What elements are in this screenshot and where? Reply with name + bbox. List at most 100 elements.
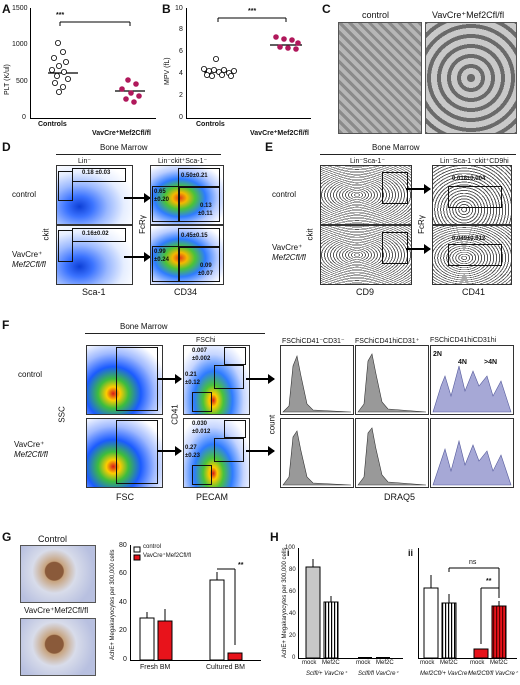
gate (178, 168, 220, 188)
panel-f-ctrl-ab: ±0.002 (192, 356, 211, 362)
panel-d-ctrl-gate-value: 0.18 ±0.03 (82, 170, 111, 176)
panel-d-ctrl-q1: 0.50±0.21 (181, 173, 208, 179)
arrow (246, 374, 275, 384)
panel-g-ytick: 60 (119, 570, 127, 577)
panel-f-col2: FSChi (196, 337, 216, 344)
panel-e-contour-vav-2 (432, 225, 512, 285)
panel-c-title-vav: VavCre⁺Mef2Cfl/fl (432, 10, 505, 20)
panel-h-ytick: 20 (289, 633, 296, 639)
gate (58, 171, 73, 201)
panel-b-axes (186, 8, 311, 119)
panel-f-xlabel2: PECAM (196, 492, 229, 502)
panel-a-significance: *** (56, 12, 65, 19)
panel-b-ytick: 10 (175, 5, 183, 12)
panel-g-title-control: Control (38, 534, 68, 544)
arrow (406, 184, 431, 194)
panel-f-flow-control-fsc (86, 345, 163, 415)
panel-g-xcat: Cultured BM (206, 664, 245, 671)
panel-a-ylabel: PLT (K/ul) (4, 64, 11, 95)
panel-g-significance: ** (238, 562, 244, 569)
arrow (157, 374, 182, 384)
panel-e-divider (320, 154, 516, 155)
panel-f-vav-ab: ±0.012 (192, 429, 211, 435)
panel-h-ytick: 60 (289, 589, 296, 595)
arrow (124, 193, 151, 203)
arrow (246, 446, 275, 456)
panel-h-sub-ii: ii (408, 548, 414, 558)
panel-f-hist-ctrl-3 (430, 345, 514, 415)
panel-f-hist-ctrl-2 (355, 345, 429, 415)
panel-d-flow-vav-lin (56, 225, 133, 285)
panel-d-vav-q1: 0.45±0.15 (181, 233, 208, 239)
panel-c-title-control: control (362, 10, 390, 20)
panel-g-ytick: 80 (119, 542, 127, 549)
gate (152, 246, 180, 282)
gate (382, 172, 408, 204)
panel-f-ylabel2: CD41 (170, 404, 180, 425)
panel-d-ylabel2: FcRγ (137, 215, 147, 234)
panel-b-ytick: 8 (179, 26, 183, 33)
panel-g-micrograph-vav (20, 618, 96, 676)
panel-f-vav-a: 0.030 (192, 421, 208, 427)
panel-e-row2b: Mef2Cfl/fl (272, 253, 306, 262)
panel-a-xcat: VavCre⁺Mef2Cfl/fl (92, 130, 151, 137)
panel-f-col3: FSChiCD41⁻CD31⁻ (282, 338, 345, 345)
panel-f-row1: control (18, 370, 43, 379)
arrow (157, 446, 182, 456)
panel-f-vav-b: 0.27 (185, 445, 197, 451)
panel-b-ytick: 2 (179, 92, 183, 99)
panel-h-i-xlabel: Mef2C (322, 660, 340, 666)
gate (192, 465, 212, 485)
panel-h-ytick: 0 (292, 655, 296, 661)
panel-e-contour-vav-1 (320, 225, 412, 285)
panel-c-micrograph-control (338, 22, 422, 134)
panel-h-i-xlabel: mock (356, 660, 371, 666)
panel-h-ns: ns (469, 559, 477, 566)
panel-g-ylabel: AchE+ Megakaryocytes per 300,000 cells (110, 549, 116, 660)
panel-h-ii-xlabel: mock (470, 660, 485, 666)
panel-d-vav-q3: 0.09 (200, 263, 212, 269)
panel-b-xcat: Controls (196, 121, 225, 128)
ploidy-2n: 2N (433, 351, 442, 358)
gate (192, 392, 212, 412)
panel-f-hist-vav-2 (355, 418, 429, 488)
panel-d-col1: Lin⁻ (78, 158, 92, 165)
panel-h-i-group: Sclfl/+ VavCre⁺ (306, 671, 348, 677)
panel-g-ytick: 20 (119, 627, 127, 634)
panel-f-ctrl-a: 0.007 (192, 348, 208, 354)
panel-d-row1: control (12, 190, 37, 199)
panel-d-vav-q2b: ±0.24 (154, 257, 169, 263)
panel-g-ytick: 40 (119, 599, 127, 606)
panel-a-ytick: 1000 (12, 41, 28, 48)
gate (72, 228, 126, 242)
panel-h-i-axes (298, 548, 403, 659)
panel-f-hist-vav-3 (430, 418, 514, 488)
panel-d-vav-gate-value: 0.16±0.02 (82, 231, 109, 237)
panel-d-flow-control-ckit (150, 165, 224, 225)
panel-g-axes (130, 545, 261, 661)
panel-h-ii-xlabel: mock (420, 660, 435, 666)
gate (72, 168, 126, 182)
panel-h-significance: ** (486, 578, 492, 585)
panel-f-row2a: VavCre⁺ (14, 440, 45, 449)
panel-h-i-group: Sclfl/fl VavCre⁺ (358, 671, 399, 677)
panel-f-title: Bone Marrow (120, 322, 168, 331)
panel-a-ytick: 0 (22, 114, 26, 121)
panel-f-ctrl-bb: ±0.12 (185, 380, 200, 386)
panel-e-col1: Lin⁻Sca-1⁻ (350, 158, 386, 165)
panel-e-row1: control (272, 190, 297, 199)
panel-h-ii-xlabel: Mef2C (440, 660, 458, 666)
panel-label-h: H (270, 530, 279, 544)
panel-h-ytick: 40 (289, 611, 296, 617)
panel-h-ytick: 100 (285, 545, 296, 551)
panel-h-i-xlabel: Mef2C (376, 660, 394, 666)
panel-e-xlabel2: CD41 (462, 287, 486, 297)
panel-h-sub-i: i (287, 548, 290, 558)
panel-d-ctrl-q3b: ±0.11 (198, 211, 213, 217)
gate (214, 365, 244, 389)
panel-e-contour-control-2 (432, 165, 512, 225)
panel-d-xlabel2: CD34 (174, 287, 198, 297)
panel-g-bars (133, 546, 243, 660)
panel-e-vav-value: 0.049±0.012 (452, 236, 486, 242)
panel-label-f: F (2, 318, 10, 332)
